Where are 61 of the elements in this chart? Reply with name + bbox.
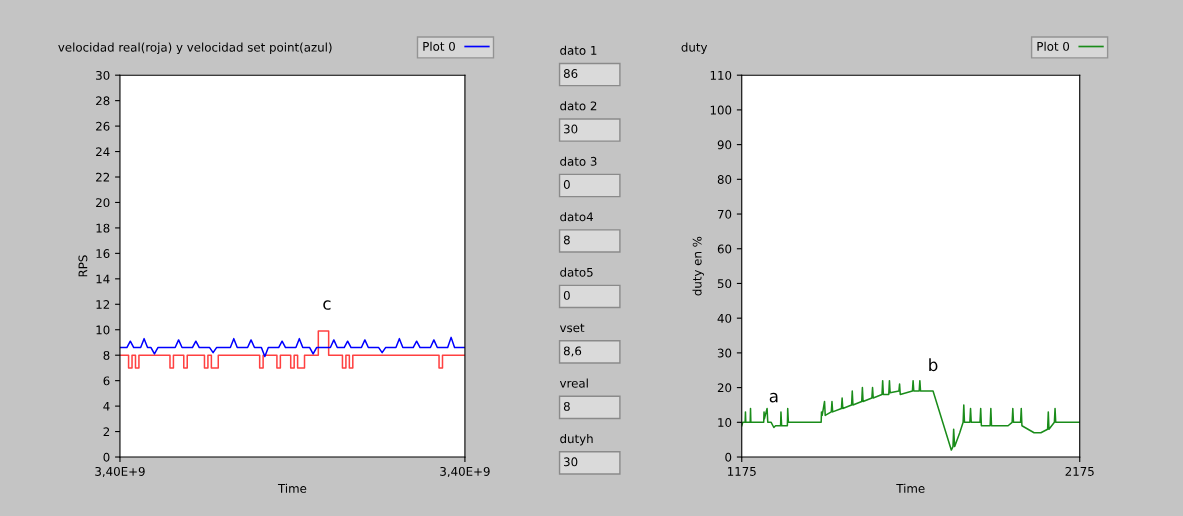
- y-tick-label: 14: [96, 274, 110, 284]
- text: 0: [563, 290, 570, 300]
- text: dutyh: [560, 434, 593, 446]
- text: 30: [564, 124, 578, 134]
- y-axis-title: duty en %: [692, 236, 704, 296]
- y-tick-label: 10: [718, 418, 732, 427]
- y-tick-label: 4: [103, 401, 110, 411]
- legend-label: Plot 0: [423, 41, 455, 51]
- x-axis-title: Time: [896, 483, 925, 493]
- x-axis-title: Time: [277, 483, 307, 493]
- y-tick-label: 50: [717, 279, 732, 289]
- y-tick-label: 12: [96, 300, 110, 309]
- text: 8,6: [563, 346, 582, 357]
- y-tick-label: 30: [96, 70, 110, 80]
- y-tick-label: 8: [103, 350, 110, 360]
- y-tick-label: 60: [717, 244, 732, 254]
- text: dato5: [560, 267, 593, 277]
- chart-title: velocidad real(roja) y velocidad set point(azul): [58, 42, 332, 55]
- legend-label: Plot 0: [1037, 41, 1070, 51]
- y-tick-label: 26: [96, 121, 110, 131]
- y-tick-label: 0: [725, 452, 732, 462]
- text: vreal: [559, 378, 588, 388]
- y-tick-label: 20: [717, 383, 732, 393]
- text: vset: [559, 323, 585, 333]
- y-tick-label: 6: [103, 376, 110, 386]
- y-tick-label: 110: [710, 70, 732, 80]
- annotation: c: [323, 300, 331, 310]
- text: 30: [564, 457, 578, 467]
- y-tick-label: 0: [103, 452, 110, 462]
- line-series: [119, 336, 465, 358]
- y-tick-label: 28: [96, 96, 110, 106]
- text: dato 2: [560, 101, 597, 111]
- y-tick-label: 20: [96, 198, 110, 208]
- y-tick-label: 100: [710, 105, 732, 115]
- text: 8: [563, 401, 570, 411]
- annotation: b: [929, 358, 938, 372]
- y-tick-label: 18: [96, 223, 110, 233]
- text: 8: [563, 235, 570, 245]
- x-tick-label: 3,40E+9: [95, 466, 145, 478]
- x-tick-label: 2175: [1065, 466, 1094, 476]
- text: 86: [563, 69, 578, 78]
- text: dato 1: [560, 45, 597, 55]
- y-tick-label: 22: [96, 172, 110, 182]
- y-tick-label: 40: [717, 313, 732, 323]
- y-tick-label: 90: [717, 140, 732, 150]
- y-tick-label: 24: [96, 147, 110, 157]
- y-tick-label: 16: [96, 249, 110, 259]
- y-tick-label: 30: [717, 348, 732, 358]
- chart-title: duty: [681, 42, 708, 55]
- y-tick-label: 70: [717, 209, 732, 219]
- y-tick-label: 80: [717, 175, 732, 184]
- y-tick-label: 10: [96, 325, 110, 335]
- text: dato4: [560, 212, 593, 222]
- y-axis-title: RPS: [78, 255, 88, 277]
- line-series: [741, 379, 1080, 451]
- text: dato 3: [560, 156, 597, 166]
- y-tick-label: 2: [103, 427, 110, 437]
- x-tick-label: 3,40E+9: [440, 466, 490, 478]
- text: 0: [563, 180, 570, 189]
- annotation: a: [769, 392, 778, 403]
- x-tick-label: 1175: [728, 467, 756, 476]
